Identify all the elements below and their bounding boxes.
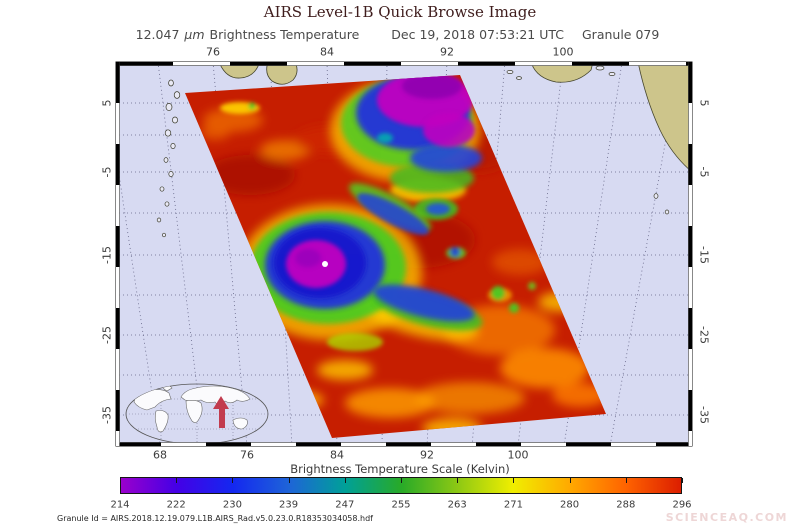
- cold-cloud-top-region: [330, 75, 482, 220]
- wavelength-value: 12.047: [135, 27, 180, 42]
- colorbar-gradient: [120, 477, 682, 494]
- landmasses: [156, 64, 689, 238]
- granule-number-label: Granule 079: [582, 27, 660, 42]
- datetime-label: Dec 19, 2018 07:53:21 UTC: [391, 27, 564, 42]
- tropical-cyclone: [238, 182, 483, 341]
- sumatra: [638, 64, 689, 170]
- subtitle: 12.047 μm Brightness Temperature Dec 19,…: [0, 27, 800, 42]
- cyclone-eye: [322, 261, 328, 267]
- india-tip: [219, 64, 260, 79]
- wavelength-unit: μm: [184, 27, 205, 42]
- map-frame: [115, 61, 693, 447]
- sri-lanka: [266, 64, 298, 85]
- watermark-text: SCIENCEAQ.COM: [665, 511, 788, 524]
- world-inset-map: [125, 383, 269, 445]
- page-title: AIRS Level-1B Quick Browse Image: [263, 3, 537, 21]
- colorbar-title: Brightness Temperature Scale (Kelvin): [290, 462, 510, 476]
- sumatra-aceh: [531, 64, 593, 83]
- corner-warm-streak: [220, 102, 260, 114]
- location-arrow: [213, 396, 229, 428]
- small-islands: [156, 65, 670, 238]
- measurement-label: Brightness Temperature: [209, 27, 360, 42]
- granule-id-text: Granule Id = AIRS.2018.12.19.079.L1B.AIR…: [57, 514, 373, 523]
- cool-speckles: [327, 247, 536, 351]
